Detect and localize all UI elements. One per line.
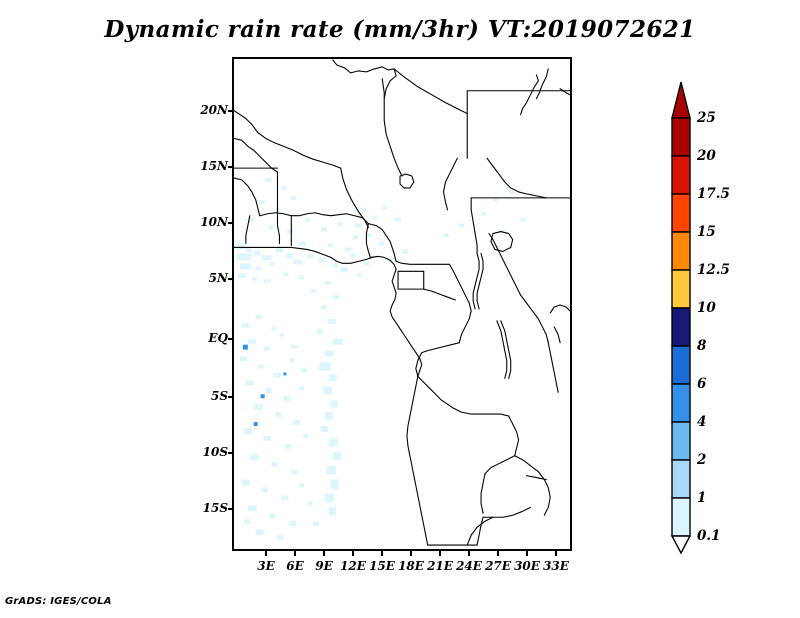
lat-label-15N: 15N: [200, 159, 228, 173]
lon-tick-21E: [439, 551, 441, 556]
lon-tick-30E: [526, 551, 528, 556]
colorbar-segment-12.5-15: [671, 231, 691, 271]
lon-label-30E: 30E: [514, 559, 540, 573]
lon-label-15E: 15E: [369, 559, 395, 573]
lon-label-9E: 9E: [315, 559, 333, 573]
lon-label-3E: 3E: [257, 559, 275, 573]
lon-tick-3E: [265, 551, 267, 556]
colorbar-segment-10-12.5: [671, 269, 691, 309]
lon-label-18E: 18E: [398, 559, 424, 573]
lat-label-15S: 15S: [202, 501, 228, 515]
colorbar-label-20: 20: [697, 148, 716, 164]
lat-tick-5N: [228, 278, 233, 280]
lon-label-21E: 21E: [427, 559, 453, 573]
precip-layer-light: [235, 178, 526, 541]
colorbar-label-6: 6: [697, 376, 707, 392]
lon-label-12E: 12E: [340, 559, 366, 573]
colorbar-svg: [670, 81, 692, 555]
lat-label-10S: 10S: [202, 445, 228, 459]
lon-tick-12E: [352, 551, 354, 556]
lat-tick-EQ: [228, 338, 233, 340]
lon-label-33E: 33E: [543, 559, 569, 573]
lat-label-20N: 20N: [200, 103, 228, 117]
precip-layer-moderate: [242, 344, 287, 427]
colorbar-segment-20-25: [671, 117, 691, 157]
lon-tick-27E: [497, 551, 499, 556]
lat-tick-20N: [228, 110, 233, 112]
colorbar-label-1: 1: [697, 490, 707, 506]
coastline-and-borders-layer: [234, 59, 570, 546]
colorbar-label-8: 8: [697, 338, 707, 354]
lat-tick-10S: [228, 452, 233, 454]
lat-tick-15S: [228, 508, 233, 510]
lat-label-EQ: EQ: [208, 331, 228, 345]
colorbar-label-17.5: 17.5: [697, 186, 730, 202]
lon-label-27E: 27E: [485, 559, 511, 573]
lat-tick-15N: [228, 166, 233, 168]
page-title: Dynamic rain rate (mm/3hr) VT:2019072621: [104, 16, 696, 43]
lon-tick-6E: [294, 551, 296, 556]
lon-label-6E: 6E: [286, 559, 304, 573]
lat-tick-10N: [228, 222, 233, 224]
lat-tick-5S: [228, 396, 233, 398]
lon-tick-33E: [555, 551, 557, 556]
colorbar-label-15: 15: [697, 224, 716, 240]
lon-tick-18E: [410, 551, 412, 556]
lon-tick-24E: [468, 551, 470, 556]
lon-tick-15E: [381, 551, 383, 556]
grads-attribution: GrADS: IGES/COLA: [5, 596, 112, 607]
colorbar-label-10: 10: [697, 300, 716, 316]
colorbar-segment-4-6: [671, 383, 691, 423]
colorbar-label-2: 2: [697, 452, 707, 468]
map-plot-area: [232, 57, 572, 551]
lon-label-24E: 24E: [456, 559, 482, 573]
colorbar-label-12.5: 12.5: [697, 262, 730, 278]
lat-label-5S: 5S: [210, 389, 228, 403]
colorbar-label-0.1: 0.1: [697, 528, 721, 544]
colorbar-segment-15-17.5: [671, 193, 691, 233]
colorbar-segment-above-25: [671, 81, 691, 119]
colorbar-segment-8-10: [671, 307, 691, 347]
colorbar-label-25: 25: [697, 110, 716, 126]
colorbar-segment-below-0.1: [670, 535, 692, 555]
colorbar-segment-6-8: [671, 345, 691, 385]
colorbar-label-4: 4: [697, 414, 707, 430]
colorbar: [670, 80, 692, 555]
colorbar-segment-1-2: [671, 459, 691, 499]
lat-label-10N: 10N: [200, 215, 228, 229]
colorbar-segment-0.1-1: [671, 497, 691, 537]
map-svg: [234, 59, 570, 546]
lon-tick-9E: [323, 551, 325, 556]
colorbar-segment-2-4: [671, 421, 691, 461]
colorbar-segment-17.5-20: [671, 155, 691, 195]
lat-label-5N: 5N: [208, 271, 228, 285]
